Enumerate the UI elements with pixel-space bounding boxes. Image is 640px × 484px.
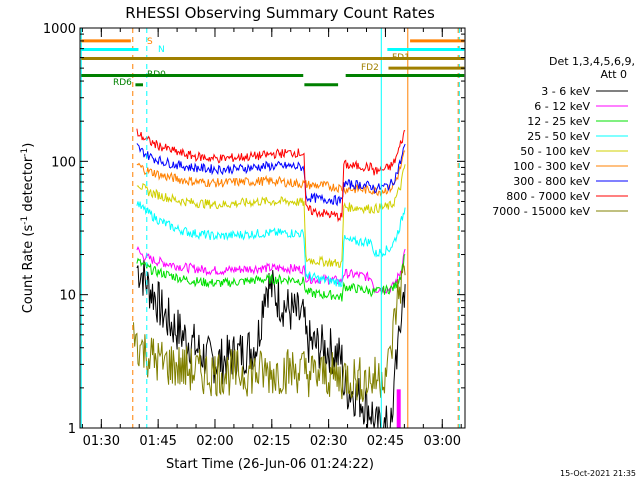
legend-label-50-100-kev: 50 - 100 keV xyxy=(520,145,590,158)
plot-frame xyxy=(79,27,466,429)
y-tick-label: 100 xyxy=(51,155,76,170)
y-axis-label-part2: detector xyxy=(21,156,36,216)
series-6-12-kev-line xyxy=(136,246,406,295)
legend-label-7000-15000-kev: 7000 - 15000 keV xyxy=(492,205,590,218)
y-axis-label-sup1: -1 xyxy=(20,216,30,225)
y-axis-label: Count Rate (s-1 detector-1) xyxy=(20,143,36,314)
legend-items: 3 - 6 keV 6 - 12 keV 12 - 25 keV 25 - 50 ke… xyxy=(492,85,628,218)
x-tick-label: 02:15 xyxy=(253,434,290,449)
x-axis: 01:30 01:45 02:00 02:15 02:30 02:45 03:00 xyxy=(81,28,462,449)
series-300-800-kev-line xyxy=(136,143,406,207)
state-bar-label-rd0: RD0 xyxy=(147,70,166,80)
data-layer xyxy=(133,128,406,429)
x-tick-label: 01:30 xyxy=(83,434,120,449)
legend-label-300-800-kev: 300 - 800 keV xyxy=(513,175,590,188)
chart-title: RHESSI Observing Summary Count Rates xyxy=(125,4,435,22)
legend-label-3-6-kev: 3 - 6 keV xyxy=(541,85,590,98)
vertical-markers xyxy=(80,28,460,428)
series-800-7000-kev-line xyxy=(136,128,406,223)
legend-label-100-300-kev: 100 - 300 keV xyxy=(513,160,590,173)
legend-header-detectors: Det 1,3,4,5,6,9, xyxy=(549,55,635,68)
x-tick-label: 02:30 xyxy=(310,434,347,449)
legend-label-25-50-kev: 25 - 50 keV xyxy=(527,130,590,143)
legend-header-attenuator: Att 0 xyxy=(601,68,627,81)
y-tick-label: 1000 xyxy=(43,22,76,37)
attenuator-state-bars: SN FD1 FD2 RD0 RD6 xyxy=(81,37,465,88)
x-tick-label: 02:00 xyxy=(196,434,233,449)
series-7000-15000-kev-line xyxy=(133,263,406,402)
legend-label-800-7000-kev: 800 - 7000 keV xyxy=(506,190,590,203)
legend-label-12-25-kev: 12 - 25 keV xyxy=(527,115,590,128)
state-bar-label-fd1: FD1 xyxy=(392,53,410,63)
y-axis-label-part1: Count Rate (s xyxy=(21,225,36,314)
state-bar-label-n: N xyxy=(158,45,165,55)
state-bar-label-fd2: FD2 xyxy=(361,63,379,73)
series-3-6-kev-line xyxy=(136,259,406,429)
legend: Det 1,3,4,5,6,9, Att 0 3 - 6 keV 6 - 12 k… xyxy=(492,55,635,218)
series-100-300-kev-line xyxy=(136,150,406,197)
x-tick-label: 01:45 xyxy=(139,434,176,449)
y-axis: 1 10 100 1000 xyxy=(43,22,465,437)
legend-label-6-12-kev: 6 - 12 keV xyxy=(534,100,590,113)
footer-timestamp: 15-Oct-2021 21:35 xyxy=(560,469,636,478)
x-tick-label: 02:45 xyxy=(367,434,404,449)
x-tick-label: 03:00 xyxy=(424,434,461,449)
y-tick-label: 1 xyxy=(68,422,76,437)
bottom-marker xyxy=(396,389,401,428)
series-25-50-kev-line xyxy=(136,201,406,288)
x-axis-label: Start Time (26-Jun-06 01:24:22) xyxy=(166,457,374,472)
state-bar-label-rd6: RD6 xyxy=(113,78,132,88)
y-tick-label: 10 xyxy=(59,289,76,304)
state-bar-label-s: S xyxy=(147,37,153,47)
series-12-25-kev-line xyxy=(136,254,406,302)
series-50-100-kev-line xyxy=(136,164,406,268)
y-axis-label-part3: ) xyxy=(21,143,36,148)
y-axis-label-sup2: -1 xyxy=(20,148,30,157)
